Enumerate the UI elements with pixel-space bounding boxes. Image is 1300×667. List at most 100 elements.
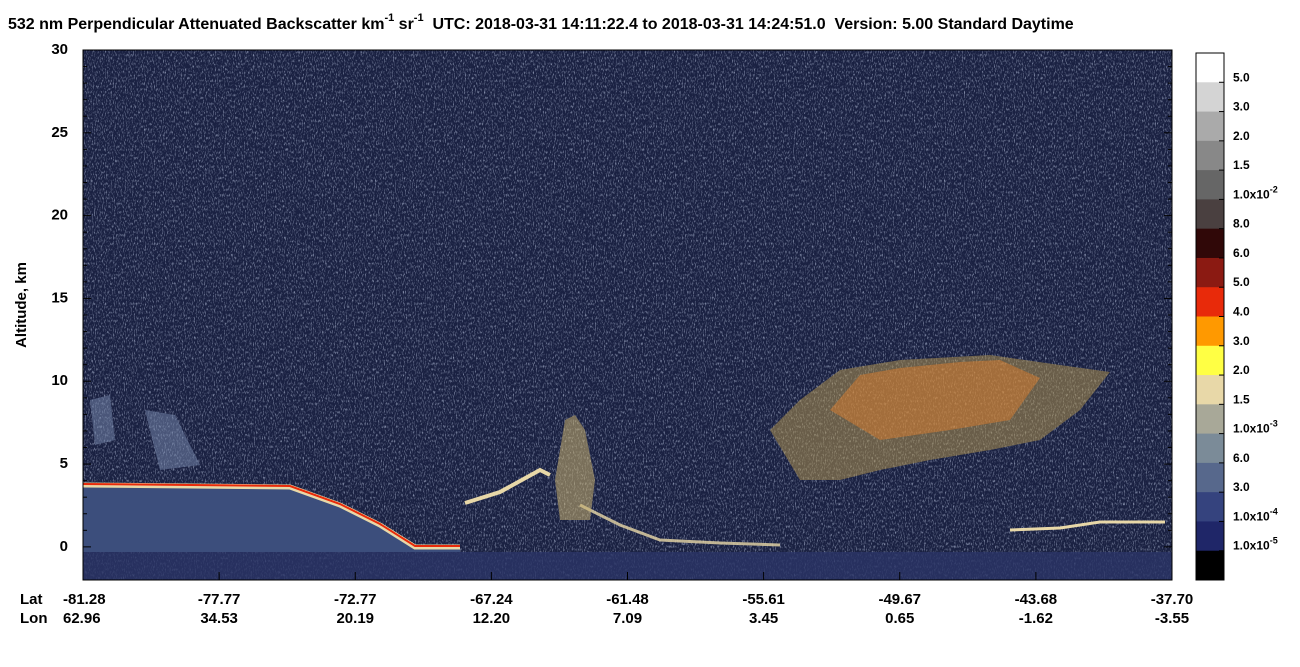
colorbar-label-base: 5.0: [1233, 275, 1250, 289]
colorbar-label: 2.0: [1233, 363, 1250, 377]
lat-tick-label: -49.67: [878, 591, 921, 608]
colorbar-label: 8.0: [1233, 217, 1250, 231]
colorbar-bin: [1196, 82, 1224, 113]
colorbar-label: 4.0: [1233, 305, 1250, 319]
colorbar-bin: [1196, 53, 1224, 83]
ice-cloud-core: [830, 360, 1040, 440]
colorbar-label-base: 6.0: [1233, 246, 1250, 260]
colorbar-label: 1.0x10-5: [1233, 536, 1278, 553]
colorbar-label-base: 2.0: [1233, 129, 1250, 143]
colorbar-bin: [1196, 492, 1224, 522]
surface-line-core: [83, 483, 460, 547]
lat-tick-label: -55.61: [742, 591, 785, 608]
colorbar-label-base: 3.0: [1233, 480, 1250, 494]
colorbar-bin: [1196, 375, 1224, 405]
title-text: 532 nm Perpendicular Attenuated Backscat…: [8, 16, 384, 33]
colorbar-bin: [1196, 228, 1224, 259]
thin-cloud: [90, 395, 200, 470]
colorbar-label: 1.0x10-4: [1233, 507, 1278, 524]
colorbar-label: 1.0x10-2: [1233, 185, 1278, 202]
lat-tick-label: -43.68: [1015, 591, 1058, 608]
colorbar-bin: [1196, 550, 1224, 581]
lon-tick-label: -1.62: [1019, 610, 1053, 627]
low-cloud: [1009, 520, 1165, 532]
y-tick-label: 10: [51, 372, 68, 389]
colorbar-label: 1.5: [1233, 158, 1250, 172]
lat-row-label: Lat: [20, 591, 43, 608]
colorbar-label: 3.0: [1233, 100, 1250, 114]
y-axis-label: Altitude, km: [13, 262, 30, 348]
surface-return: [83, 485, 460, 552]
ice-cloud: [770, 355, 1110, 480]
colorbar-label: 3.0: [1233, 480, 1250, 494]
colorbar-label: 2.0: [1233, 129, 1250, 143]
colorbar-bin: [1196, 111, 1224, 142]
colorbar-label-exp: -3: [1270, 419, 1278, 429]
colorbar-bin: [1196, 521, 1224, 552]
colorbar-bin: [1196, 433, 1224, 464]
colorbar-label-base: 2.0: [1233, 363, 1250, 377]
lon-tick-label: 20.19: [336, 610, 374, 627]
y-tick-label: 0: [60, 538, 68, 555]
colorbar-label-base: 5.0: [1233, 70, 1250, 84]
colorbar-label: 6.0: [1233, 451, 1250, 465]
colorbar-label-exp: -4: [1270, 507, 1278, 517]
lon-tick-label: 7.09: [613, 610, 642, 627]
colorbar-label: 5.0: [1233, 70, 1250, 84]
colorbar-label-base: 1.0x10: [1233, 188, 1270, 202]
cloud-layer: [464, 467, 551, 505]
colorbar-label-base: 3.0: [1233, 100, 1250, 114]
lat-tick-label: -67.24: [470, 591, 513, 608]
colorbar-label-base: 6.0: [1233, 451, 1250, 465]
y-tick-label: 25: [51, 124, 68, 141]
colorbar-label-base: 1.0x10: [1233, 510, 1270, 524]
colorbar-label-base: 1.5: [1233, 158, 1250, 172]
colorbar-bin: [1196, 257, 1224, 288]
lon-tick-label: 3.45: [749, 610, 778, 627]
colorbar-label-base: 1.5: [1233, 393, 1250, 407]
lon-tick-label: 34.53: [200, 610, 238, 627]
y-tick-label: 5: [60, 455, 68, 472]
colorbar-bin: [1196, 170, 1224, 200]
colorbar-label-exp: -5: [1270, 536, 1278, 546]
lon-row-label: Lon: [20, 610, 48, 627]
colorbar-label-exp: -2: [1270, 185, 1278, 195]
lon-tick-label: 62.96: [63, 610, 101, 627]
colorbar-bin: [1196, 199, 1224, 230]
colorbar-bin: [1196, 140, 1224, 171]
colorbar-label-base: 1.0x10: [1233, 539, 1270, 553]
colorbar-label: 1.5: [1233, 393, 1250, 407]
colorbar-bin: [1196, 404, 1224, 435]
title-text: sr: [394, 16, 414, 33]
lat-tick-label: -37.70: [1151, 591, 1194, 608]
y-tick-label: 30: [51, 41, 68, 58]
colorbar-bin: [1196, 345, 1224, 376]
lon-tick-label: 12.20: [473, 610, 511, 627]
title-superscript: -1: [414, 12, 424, 24]
title-text: UTC: 2018-03-31 14:11:22.4 to 2018-03-31…: [424, 16, 1074, 33]
lat-tick-label: -61.48: [606, 591, 649, 608]
lon-tick-label: -3.55: [1155, 610, 1189, 627]
lat-tick-label: -81.28: [63, 591, 106, 608]
colorbar-bin: [1196, 462, 1224, 493]
colorbar-bin: [1196, 287, 1224, 317]
cloud-column: [555, 415, 595, 520]
colorbar-label: 5.0: [1233, 275, 1250, 289]
lon-tick-label: 0.65: [885, 610, 914, 627]
lat-tick-label: -72.77: [334, 591, 377, 608]
colorbar-label-base: 3.0: [1233, 334, 1250, 348]
title-superscript: -1: [384, 12, 394, 24]
backscatter-field: [83, 50, 1172, 580]
colorbar-bin: [1196, 316, 1224, 347]
colorbar-label: 1.0x10-3: [1233, 419, 1278, 436]
colorbar-label: 3.0: [1233, 334, 1250, 348]
y-tick-label: 20: [51, 207, 68, 224]
colorbar-label: 6.0: [1233, 246, 1250, 260]
lat-tick-label: -77.77: [198, 591, 241, 608]
chart-title: 532 nm Perpendicular Attenuated Backscat…: [8, 12, 1074, 33]
colorbar-label-base: 8.0: [1233, 217, 1250, 231]
colorbar-label-base: 1.0x10: [1233, 422, 1270, 436]
low-cloud: [579, 503, 781, 547]
colorbar-label-base: 4.0: [1233, 305, 1250, 319]
